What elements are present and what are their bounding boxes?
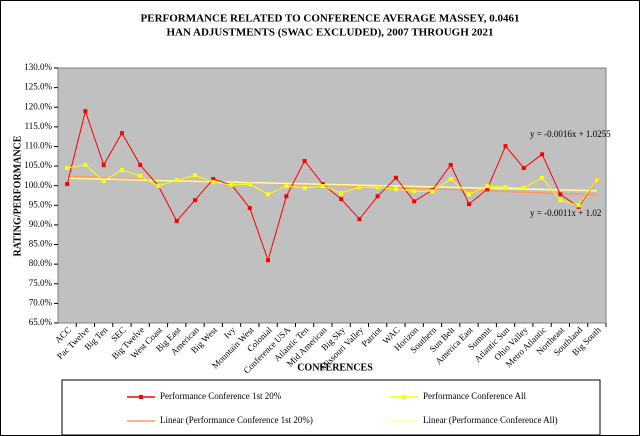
- legend-label: Performance Conference 1st 20%: [160, 391, 282, 401]
- point: [211, 180, 216, 185]
- legend-marker: [139, 395, 143, 399]
- y-axis-title: RATING/PERFORMANCE: [12, 135, 23, 256]
- point: [503, 185, 508, 190]
- y-tick-label: 70.0%: [29, 297, 53, 307]
- point: [284, 184, 289, 189]
- y-tick-label: 110.0%: [25, 141, 53, 151]
- trend-line: [67, 177, 597, 192]
- legend-label: Linear (Performance Conference All): [423, 415, 558, 425]
- point: [540, 152, 545, 157]
- point: [393, 175, 398, 180]
- y-tick-label: 100.0%: [24, 180, 52, 190]
- point: [467, 192, 471, 197]
- legend-marker: [402, 395, 406, 399]
- point: [320, 184, 325, 189]
- y-tick-label: 95.0%: [29, 199, 53, 209]
- point: [448, 177, 453, 182]
- point: [302, 186, 307, 191]
- point: [65, 182, 70, 187]
- point: [138, 162, 143, 167]
- y-tick-label: 115.0%: [25, 121, 53, 131]
- point: [211, 177, 216, 182]
- point: [101, 162, 106, 167]
- legend: [61, 379, 601, 436]
- trend-equation: y = -0.0016x + 1.0255: [530, 129, 611, 139]
- x-axis-title: CONFERENCES: [297, 362, 373, 373]
- y-tick-label: 65.0%: [29, 317, 53, 327]
- point: [284, 194, 289, 199]
- chart-title: HAN ADJUSTMENTS (SWAC EXCLUDED), 2007 TH…: [166, 27, 493, 39]
- point: [266, 258, 271, 263]
- y-tick-label: 130.0%: [24, 62, 52, 72]
- point: [119, 168, 124, 172]
- point: [138, 173, 143, 178]
- point: [174, 219, 179, 223]
- y-tick-label: 90.0%: [29, 219, 53, 229]
- point: [229, 182, 234, 187]
- point: [412, 189, 417, 194]
- point: [467, 202, 471, 207]
- point: [339, 191, 344, 196]
- point: [594, 178, 599, 183]
- plot-area: [57, 67, 607, 324]
- point: [412, 199, 417, 204]
- point: [101, 178, 106, 183]
- y-tick-label: 125.0%: [24, 82, 52, 92]
- point: [83, 109, 88, 114]
- y-tick-label: 85.0%: [29, 239, 53, 249]
- point: [375, 185, 380, 190]
- point: [521, 166, 526, 171]
- point: [375, 194, 380, 199]
- y-tick-label: 75.0%: [29, 278, 53, 288]
- point: [193, 173, 197, 178]
- point: [83, 162, 88, 167]
- chart-title: PERFORMANCE RELATED TO CONFERENCE AVERAG…: [141, 13, 520, 25]
- point: [393, 187, 398, 192]
- point: [302, 158, 307, 163]
- point: [485, 187, 490, 192]
- point: [521, 186, 526, 191]
- point: [65, 166, 70, 171]
- point: [540, 175, 545, 180]
- point: [247, 206, 252, 211]
- point: [247, 182, 252, 187]
- point: [430, 189, 435, 194]
- point: [357, 217, 362, 222]
- point: [485, 184, 490, 189]
- point: [357, 185, 362, 190]
- point: [558, 192, 563, 197]
- point: [558, 198, 563, 203]
- point: [119, 131, 124, 136]
- trend-line: [67, 175, 597, 196]
- point: [193, 198, 197, 203]
- legend-label: Performance Conference All: [423, 391, 526, 401]
- point: [576, 203, 581, 208]
- y-tick-label: 120.0%: [24, 101, 52, 111]
- trend-equation: y = -0.0011x + 1.02: [530, 208, 601, 218]
- point: [448, 162, 453, 167]
- point: [503, 144, 508, 149]
- series-line: [66, 109, 598, 262]
- point: [339, 197, 344, 202]
- y-tick-label: 80.0%: [29, 258, 53, 268]
- y-tick-label: 105.0%: [24, 160, 52, 170]
- series-line: [67, 164, 598, 206]
- legend-label: Linear (Performance Conference 1st 20%): [160, 415, 313, 425]
- point: [156, 184, 161, 189]
- point: [266, 192, 271, 197]
- point: [174, 178, 179, 183]
